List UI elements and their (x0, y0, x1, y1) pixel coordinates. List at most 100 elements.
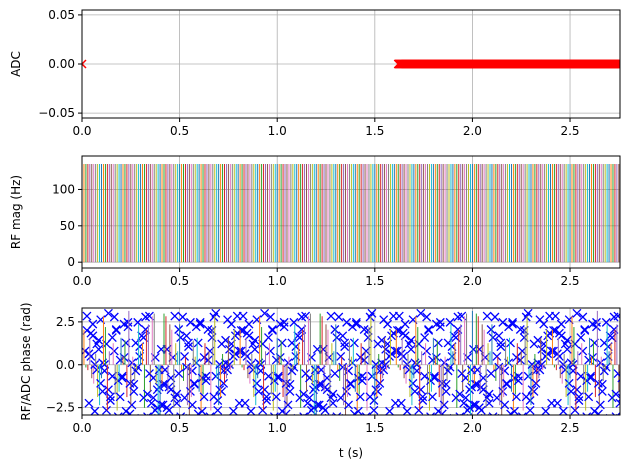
adc-phase-marker (332, 412, 342, 415)
adc-phase-marker (373, 386, 383, 396)
x-tick-label: 2.5 (560, 124, 579, 138)
adc-phase-marker (394, 311, 404, 321)
adc-phase-marker (525, 396, 535, 405)
y-axis-label: ADC (9, 51, 23, 77)
adc-phase-marker (226, 319, 236, 329)
adc-phase-marker (213, 396, 223, 405)
adc-phase-marker (102, 405, 111, 415)
adc-phase-marker (117, 373, 127, 383)
adc-phase-marker (234, 346, 244, 356)
adc-phase-marker (506, 409, 516, 415)
adc-phase-marker (523, 308, 533, 318)
x-tick-label: 0.0 (72, 124, 91, 138)
adc-phase-marker (334, 312, 344, 322)
adc-phase-marker (324, 413, 334, 415)
adc-phase-marker (435, 322, 445, 332)
adc-phase-marker (531, 378, 541, 388)
adc-phase-marker (410, 386, 420, 396)
adc-phase-marker (258, 405, 268, 415)
adc-phase-marker (541, 406, 551, 415)
adc-phase-marker (513, 376, 523, 386)
adc-phase-marker (490, 413, 500, 415)
adc-phase-marker (494, 331, 504, 341)
adc-phase-marker (488, 333, 498, 343)
x-tick-label: 1.0 (268, 274, 287, 288)
adc-phase-marker (385, 406, 395, 415)
adc-phase-marker (342, 317, 352, 327)
adc-phase-marker (564, 378, 574, 388)
adc-phase-marker (449, 413, 459, 415)
x-tick-label: 2.5 (560, 421, 579, 435)
adc-phase-marker (595, 400, 605, 410)
adc-phase-marker (115, 392, 125, 402)
adc-phase-marker (104, 385, 113, 395)
adc-phase-marker (273, 373, 283, 383)
adc-phase-marker (580, 326, 590, 335)
adc-phase-marker (613, 311, 620, 321)
adc-phase-marker (184, 338, 193, 348)
adc-phase-marker (98, 386, 108, 396)
adc-phase-marker (182, 331, 192, 341)
adc-phase-marker (174, 325, 184, 334)
adc-phase-marker (238, 311, 248, 321)
adc-phase-marker (252, 378, 262, 388)
adc-phase-marker (199, 392, 209, 402)
adc-phase-marker (205, 412, 215, 415)
adc-phase-marker (129, 386, 139, 396)
adc-phase-marker (543, 349, 553, 359)
adc-phase-marker (488, 412, 498, 415)
adc-phase-marker (467, 382, 477, 392)
adc-phase-marker (96, 378, 106, 388)
adc-phase-marker (340, 342, 350, 352)
adc-phase-marker (578, 312, 588, 322)
adc-phase-marker (396, 398, 406, 408)
adc-phase-marker (303, 398, 313, 408)
adc-phase-marker (566, 386, 576, 396)
adc-phase-marker (574, 392, 584, 402)
plot-area (82, 59, 620, 69)
adc-phase-marker (303, 413, 312, 415)
adc-phase-marker (269, 412, 279, 415)
adc-phase-marker (109, 346, 119, 356)
adc-phase-marker (349, 409, 359, 415)
adc-phase-marker (344, 400, 353, 410)
adc-phase-marker (349, 338, 359, 348)
y-tick-label: 0.00 (48, 57, 75, 71)
x-tick-label: 1.5 (365, 124, 384, 138)
adc-phase-marker (406, 344, 416, 354)
x-tick-label: 1.5 (365, 421, 384, 435)
adc-phase-marker (250, 344, 260, 354)
adc-marker (617, 59, 620, 69)
adc-phase-marker (107, 333, 117, 343)
adc-phase-marker (402, 406, 412, 415)
adc-phase-marker (465, 403, 475, 413)
adc-phase-marker (369, 405, 379, 415)
adc-phase-marker (351, 317, 361, 327)
adc-phase-marker (387, 349, 396, 359)
adc-phase-marker (476, 405, 486, 415)
adc-phase-marker (279, 322, 289, 332)
adc-phase-marker (353, 406, 363, 415)
x-axis-label: t (s) (339, 446, 363, 460)
adc-phase-marker (342, 386, 352, 396)
adc-phase-marker (211, 308, 221, 318)
adc-phase-marker (260, 385, 270, 395)
adc-phase-marker (422, 346, 432, 356)
adc-phase-marker (619, 353, 620, 362)
adc-phase-marker (240, 398, 250, 408)
adc-phase-marker (156, 400, 166, 410)
adc-phase-marker (225, 344, 234, 354)
adc-phase-marker (195, 317, 205, 327)
adc-phase-marker (558, 406, 568, 415)
adc-phase-marker (267, 326, 277, 335)
adc-phase-marker (506, 338, 516, 348)
rf-magnitude-axes: 0.0 0.5 1.0 1.5 2.0 2.5 0 50 100 RF mag (Hz) (9, 155, 621, 288)
adc-phase-marker (88, 319, 98, 329)
adc-phase-marker (195, 319, 205, 329)
adc-phase-marker (285, 386, 295, 396)
adc-phase-marker (617, 373, 620, 383)
adc-phase-marker (84, 398, 94, 408)
adc-phase-marker (562, 344, 572, 354)
adc-phase-marker (511, 392, 521, 402)
